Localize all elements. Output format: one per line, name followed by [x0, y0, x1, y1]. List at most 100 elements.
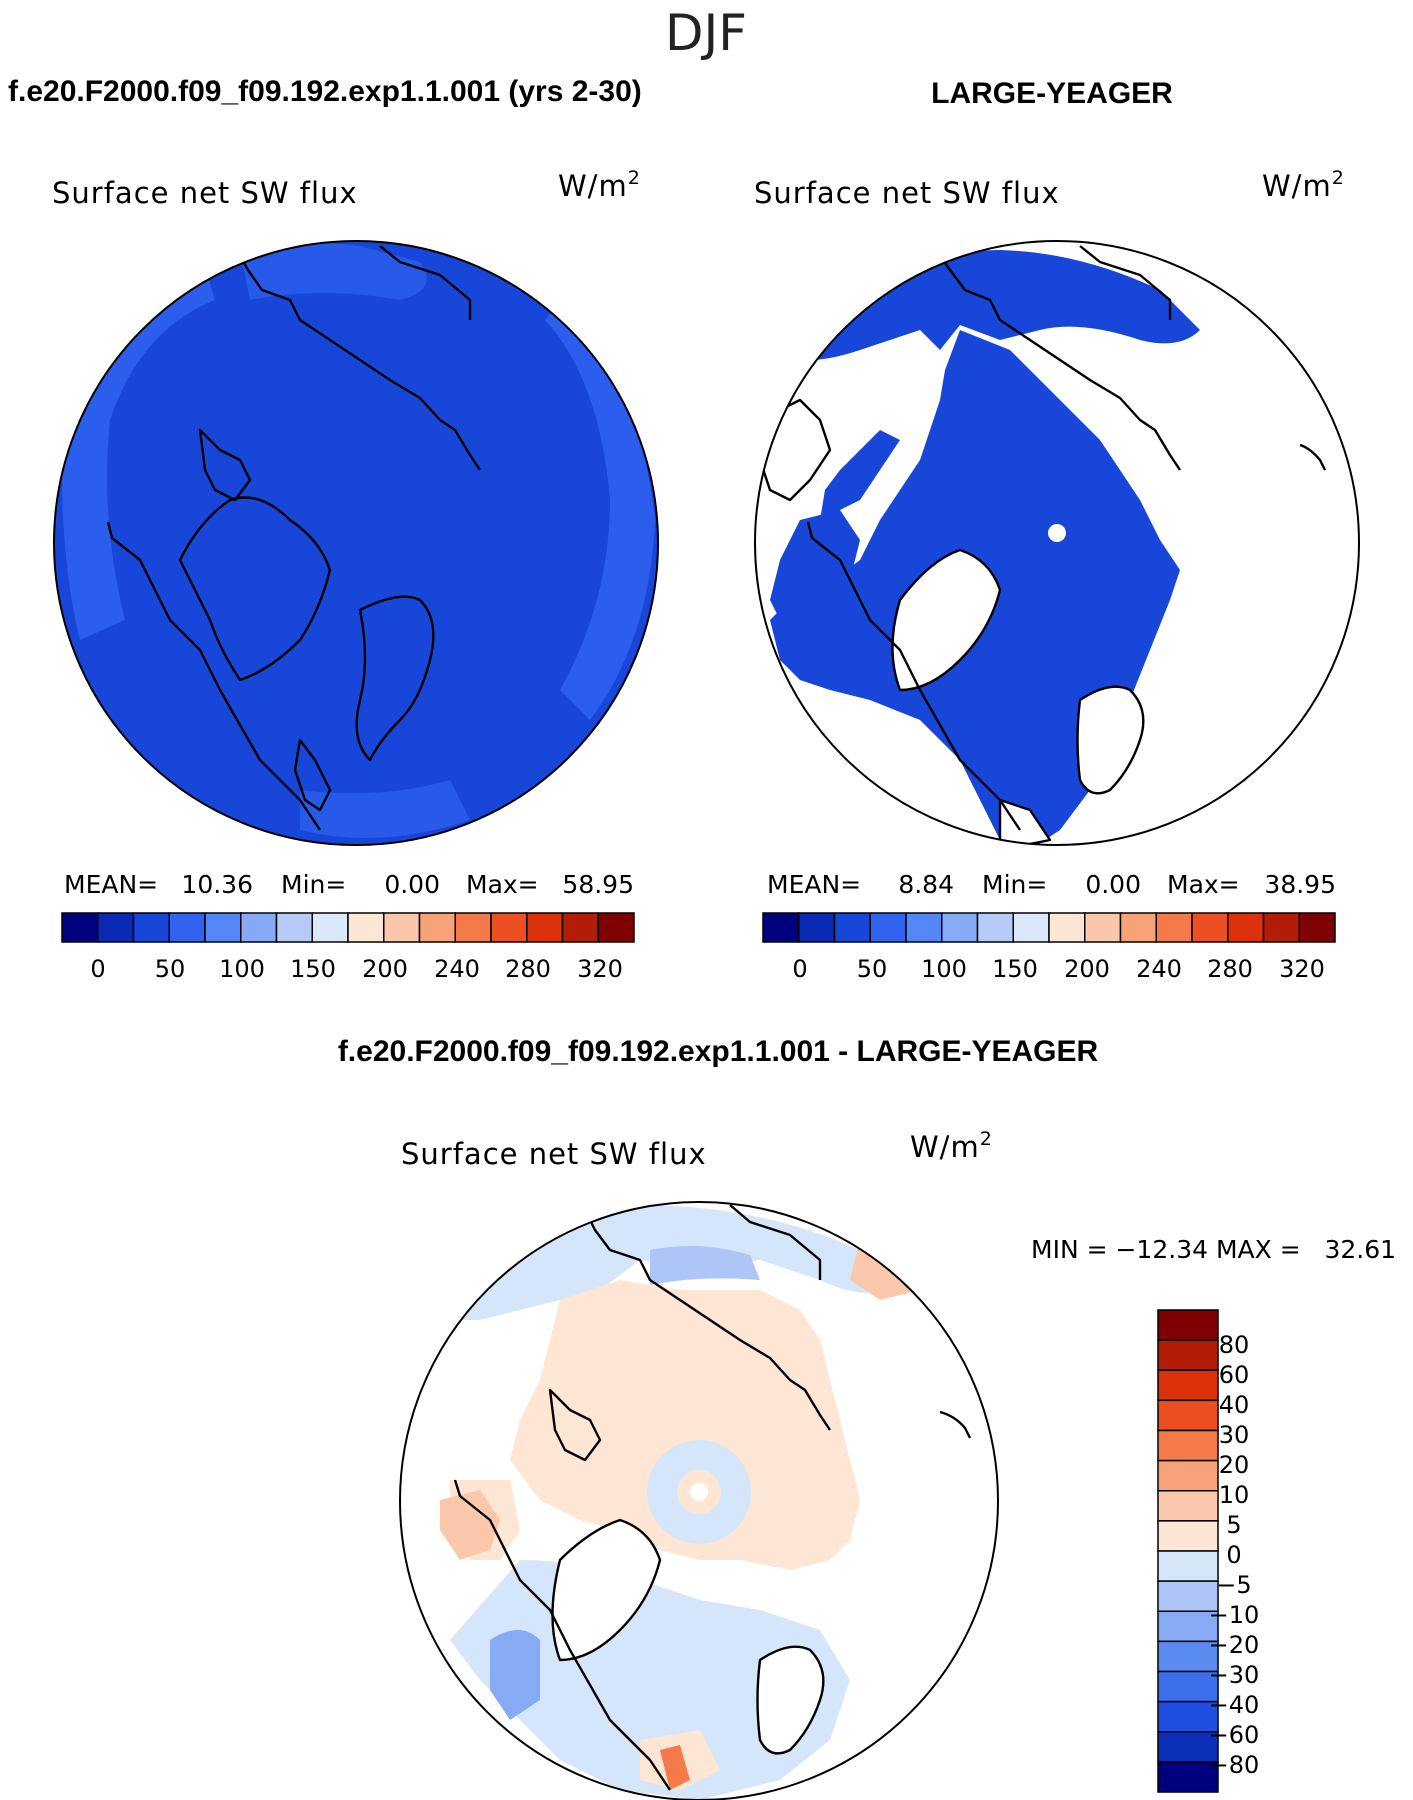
panel-b-colorbar-swatch [1155, 912, 1193, 943]
panel-a-coast-scandinavia [355, 595, 435, 762]
panel-c-case-title: f.e20.F2000.f09_f09.192.exp1.1.001 - LAR… [338, 1035, 1099, 1068]
panel-c-colorbar-swatch [1157, 1610, 1219, 1643]
panel-c-colorbar-swatch [1157, 1550, 1219, 1582]
panel-c-tick-label: −20 [1209, 1631, 1260, 1659]
panel-a-colorbar-ticks: 0 50 100 150 200 240 280 320 [90, 955, 623, 983]
panel-c-map-border [399, 1201, 999, 1800]
panel-c-map-fill [400, 1202, 998, 1800]
panel-c-colorbar-swatch [1157, 1761, 1219, 1793]
panel-b-tick-label: 50 [857, 955, 888, 983]
panel-c-colorbar-swatch [1157, 1399, 1219, 1432]
panel-b-land-scandinavia [1076, 685, 1145, 795]
panel-b-coast-islet [1299, 443, 1327, 471]
panel-a-map-border [53, 240, 659, 846]
panel-a-coast-kamchatka [379, 245, 472, 320]
panel-a-mean-value: 10.36 [181, 870, 253, 899]
panel-a-tick-label: 200 [362, 955, 408, 983]
panel-a-coast-archipelago [198, 428, 252, 502]
panel-a-colorbar-swatch [275, 912, 313, 943]
panel-b-colorbar-swatch [1084, 912, 1122, 943]
panel-b-colorbar-ticks: 0 50 100 150 200 240 280 320 [792, 955, 1325, 983]
panel-b-variable-label: Surface net SW flux [754, 176, 1060, 210]
panel-c-colorbar-swatch [1157, 1520, 1219, 1552]
panel-b-colorbar [762, 912, 1336, 943]
panel-a-stats: MEAN= 10.36 Min= 0.00 Max= 58.95 [64, 870, 634, 899]
panel-b-max-value: 38.95 [1264, 870, 1336, 899]
panel-c-tick-label: 20 [1219, 1451, 1250, 1479]
panel-c-colorbar-swatch [1157, 1369, 1219, 1402]
panel-c-tick-label: −30 [1209, 1661, 1260, 1689]
panel-a-max-label: Max= [466, 870, 539, 899]
panel-b-colorbar-swatch [941, 912, 979, 943]
panel-a-tick-label: 100 [219, 955, 265, 983]
panel-c-colorbar-swatch [1157, 1731, 1219, 1763]
panel-b: Surface net SW flux W/m2 MEAN= 8.84 Min=… [754, 167, 1360, 983]
panel-c-tick-label: 10 [1219, 1481, 1250, 1509]
panel-b-coastlines [806, 241, 1327, 831]
panel-b-colorbar-swatch [905, 912, 943, 943]
panel-b-tick-label: 100 [921, 955, 967, 983]
panel-b-colorbar-swatch [976, 912, 1014, 943]
panel-b-coast-siberia [929, 241, 1181, 471]
panel-a-colorbar [61, 912, 635, 943]
panel-c-diff-north-strong-negative [650, 1246, 760, 1285]
panel-a-coastlines [106, 241, 481, 831]
panel-a-colorbar-swatch [347, 912, 385, 943]
panel-c-diff-canada-strong-positive [440, 1490, 500, 1560]
panel-b-polar-gap [1048, 524, 1066, 542]
panel-a: Surface net SW flux W/m2 MEAN= 10.36 Min… [52, 167, 659, 983]
panel-b-colorbar-swatch [1012, 912, 1050, 943]
panel-b-coast-north-america [806, 521, 1021, 831]
panel-b-min-label: Min= [982, 870, 1047, 899]
panel-a-colorbar-swatch [418, 912, 456, 943]
panel-b-mean-value: 8.84 [898, 870, 954, 899]
panel-b-mean-label: MEAN= [767, 870, 861, 899]
panel-a-tick-label: 50 [155, 955, 186, 983]
panel-a-mean-label: MEAN= [64, 870, 158, 899]
panel-b-coast-kamchatka [1079, 245, 1172, 320]
panel-b-map-border [754, 240, 1360, 846]
panel-a-colorbar-swatch [204, 912, 242, 943]
panel-c-diff-atlantic-negative [450, 1560, 850, 1800]
panel-b-tick-label: 200 [1064, 955, 1110, 983]
panel-c-tick-label: −5 [1216, 1571, 1251, 1599]
panel-c-polar-gap [690, 1483, 708, 1501]
panel-c-coast-siberia [578, 1202, 831, 1431]
panel-b-tick-label: 0 [792, 955, 807, 983]
panel-b-colorbar-swatch [1048, 912, 1086, 943]
panel-a-colorbar-swatch [61, 912, 99, 943]
panel-b-case-title: LARGE-YEAGER [931, 77, 1173, 110]
panel-a-max-value: 58.95 [562, 870, 634, 899]
panel-c-land-scandinavia [756, 1645, 825, 1755]
panel-a-colorbar-swatch [97, 912, 135, 943]
panel-a-colorbar-swatch [490, 912, 528, 943]
panel-b-colorbar-swatch [1227, 912, 1265, 943]
panel-a-tick-label: 320 [577, 955, 623, 983]
panel-c-diff-arctic-positive [510, 1280, 860, 1570]
panel-b-colorbar-swatch [833, 912, 871, 943]
panel-a-field-base [54, 241, 658, 845]
panel-b-colorbar-swatch [869, 912, 907, 943]
panel-b-max-label: Max= [1167, 870, 1240, 899]
panel-b-stats: MEAN= 8.84 Min= 0.00 Max= 38.95 [767, 870, 1336, 899]
panel-c-tick-label: −40 [1209, 1691, 1260, 1719]
panel-c-min-max-stats: MIN = −12.34 MAX = 32.61 [1031, 1235, 1396, 1264]
panel-c-tick-label: 30 [1219, 1421, 1250, 1449]
panel-c-tick-label: 80 [1219, 1331, 1250, 1359]
panel-c-land-greenland [551, 1518, 662, 1662]
panel-a-colorbar-swatch [311, 912, 349, 943]
panel-c-colorbar-swatch [1157, 1670, 1219, 1703]
panel-b-tick-label: 240 [1136, 955, 1182, 983]
panel-a-units-label: W/m2 [558, 167, 641, 203]
panel-b-units-label: W/m2 [1262, 167, 1345, 203]
panel-c-coast-north-america [453, 1479, 671, 1791]
panel-c-variable-label: Surface net SW flux [401, 1137, 707, 1171]
panel-b-map-fill [755, 241, 1359, 845]
panel-c-diff-uk-positive [660, 1745, 690, 1790]
panel-c-colorbar [1157, 1309, 1219, 1793]
panel-a-colorbar-swatch [454, 912, 492, 943]
panel-c-tick-label: −80 [1209, 1751, 1260, 1779]
panel-b-tick-label: 280 [1207, 955, 1253, 983]
panel-a-tick-label: 0 [90, 955, 105, 983]
